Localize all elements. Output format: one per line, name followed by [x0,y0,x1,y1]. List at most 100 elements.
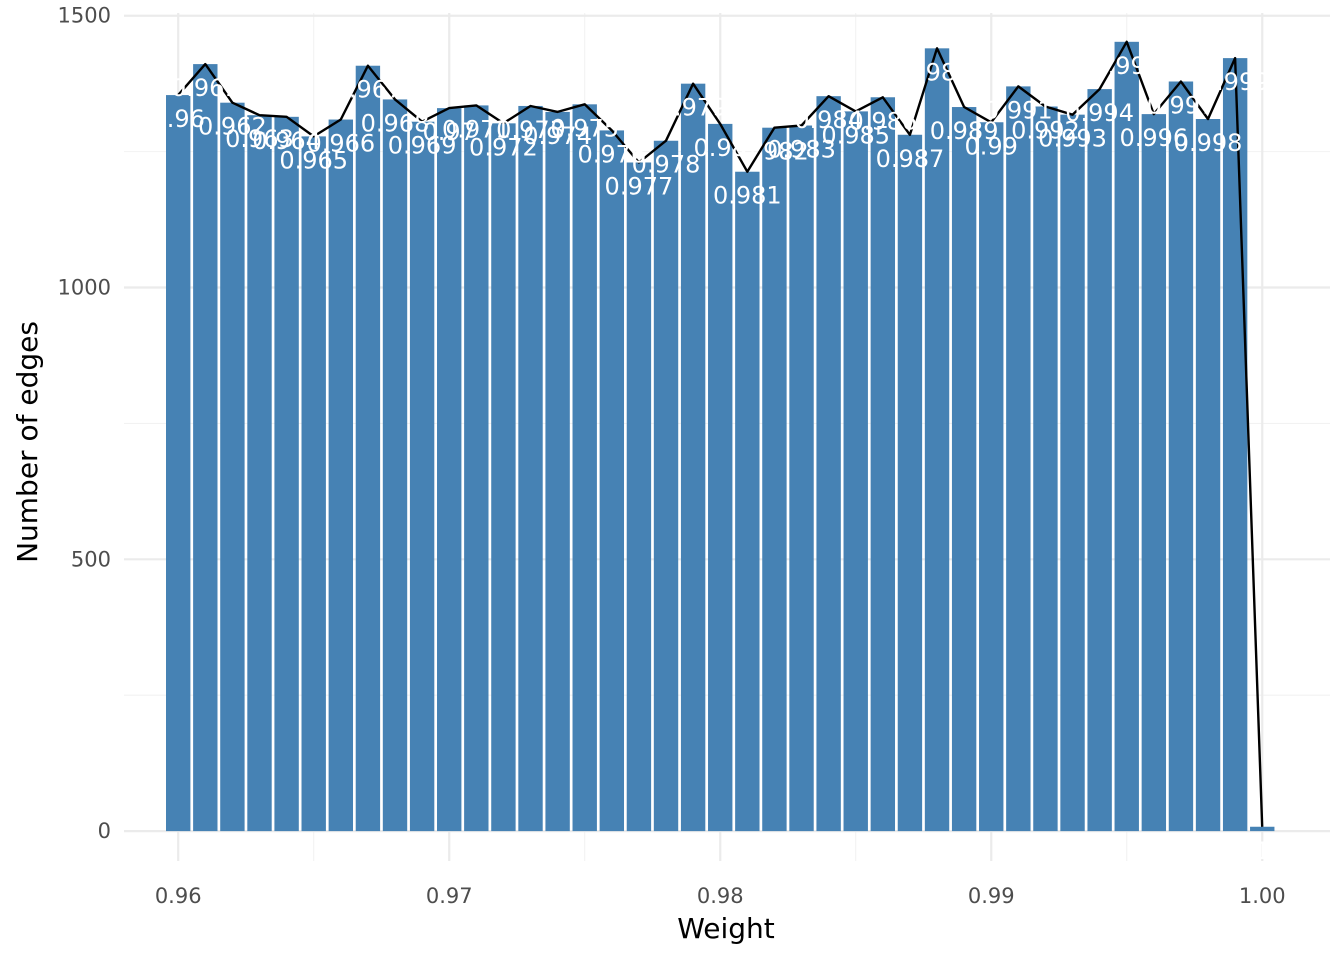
bar-label: 0.963 [225,125,294,153]
bar [464,105,489,832]
bar-label: 0.996 [1119,124,1188,152]
bar [274,116,299,832]
bar-label: 0.962 [198,113,267,141]
bar [1087,89,1112,832]
bar-label: 0.978 [632,151,701,179]
bar-label: 0.987 [876,145,945,173]
bar [301,136,326,832]
bar [355,65,381,832]
bar-label: 0.976 [577,140,646,168]
bar-label: 0.985 [821,121,890,149]
bar-label: 0.993 [1038,125,1107,153]
bar [979,122,1004,832]
bar-label: 0.97 [422,118,475,146]
bar [1195,119,1221,832]
x-tick-label: 1.00 [1239,884,1286,908]
bar [897,134,923,832]
bar [626,162,652,832]
bar-label: 0.974 [523,122,592,150]
bar-label: 0.966 [306,130,375,158]
bar [518,105,543,832]
bar-label: 0.988 [903,58,972,86]
bar-label: 0.995 [1092,52,1161,80]
tick-labels: 0 500 1000 1500 0.96 0.97 0.98 0.99 1.00 [58,4,1286,908]
bar [437,108,462,832]
bar-label: 0.997 [1147,91,1216,119]
bar [762,127,787,832]
bar [870,97,896,832]
bar [735,171,760,832]
bar [1168,81,1194,832]
bar-label: 0.989 [930,117,999,145]
bar-label: 0.968 [361,109,430,137]
x-axis-title: Weight [677,912,775,945]
bar-label: 0.96 [151,105,204,133]
bar [843,111,868,832]
x-tick-label: 0.96 [155,884,202,908]
y-axis-title: Number of edges [11,321,44,563]
bar-label: 0.992 [1011,116,1080,144]
bar [409,121,435,832]
bar-label: 0.986 [848,107,917,135]
bar-label: 0.982 [740,138,809,166]
bar [1060,114,1085,832]
bar-label: 0.967 [334,76,403,104]
bar [382,99,408,832]
bar [247,115,272,832]
bar-label: 0.984 [794,106,863,134]
bar-label: 0.975 [550,114,619,142]
bar-label: 1 [1255,837,1270,865]
bar [491,123,516,832]
bar-label: 0.99 [965,132,1018,160]
bar [708,123,733,832]
bar-label: 0.98 [694,134,747,162]
bar-label: 0.981 [713,182,782,210]
bar [328,119,354,832]
bar-label: 0.971 [442,115,511,143]
x-tick-label: 0.99 [968,884,1015,908]
bar [789,125,814,832]
bar [166,95,191,832]
bar [1250,826,1275,832]
bar [653,140,679,832]
bar [545,111,570,832]
bar [1141,114,1167,832]
bars [166,41,1275,832]
bar-label: 0.991 [984,96,1053,124]
bar-label: 0.999 [1201,68,1270,96]
bar-label: 0.972 [469,133,538,161]
bar [1006,86,1031,832]
trend-line [177,40,1264,827]
bar [1033,106,1058,832]
bar-label: 0.964 [252,127,321,155]
bar-label: 0.969 [388,132,457,160]
bar [951,107,977,832]
bar [572,104,597,832]
bar-label: 0.994 [1065,99,1134,127]
x-tick-label: 0.97 [426,884,473,908]
bar-label: 0.973 [496,116,565,144]
y-tick-label: 0 [98,819,111,843]
bar-label: 0.979 [659,94,728,122]
bar [924,48,950,832]
y-tick-label: 500 [71,547,111,571]
bar [220,102,245,832]
bar [680,83,706,832]
bar [193,64,218,832]
bar [599,130,625,832]
bar-label: 0.965 [279,146,348,174]
bar [1114,41,1139,832]
y-tick-label: 1000 [58,276,111,300]
bar-label: 0.961 [171,74,240,102]
bar [1222,58,1248,832]
bar [816,96,841,832]
y-tick-label: 1500 [58,4,111,28]
bar-label: 0.983 [767,136,836,164]
x-tick-label: 0.98 [697,884,744,908]
trend-line-layer [177,40,1264,827]
bar-label: 0.998 [1174,129,1243,157]
bar-label: 0.977 [605,172,674,200]
